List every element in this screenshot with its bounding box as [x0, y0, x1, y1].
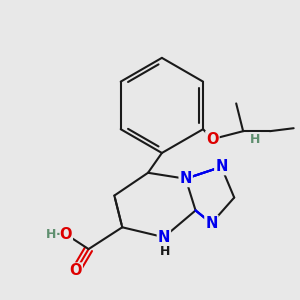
Text: N: N	[158, 230, 170, 245]
Text: H: H	[250, 133, 260, 146]
Text: O: O	[59, 227, 72, 242]
Text: N: N	[215, 159, 227, 174]
Text: H: H	[160, 244, 170, 258]
Text: O: O	[206, 132, 219, 147]
Text: H: H	[46, 228, 56, 241]
Text: ·: ·	[56, 228, 60, 241]
Text: N: N	[179, 171, 192, 186]
Text: N: N	[205, 216, 218, 231]
Text: O: O	[69, 263, 82, 278]
